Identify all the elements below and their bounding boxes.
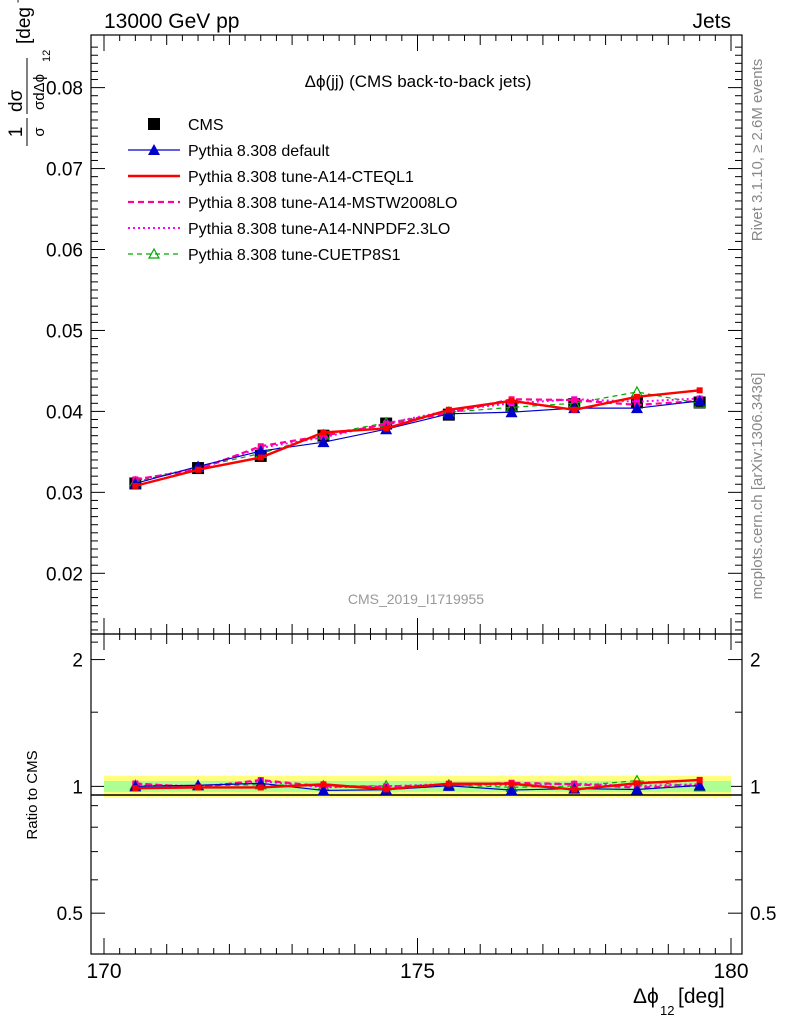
legend-label-nnpdf: Pythia 8.308 tune-A14-NNPDF2.3LO	[188, 221, 450, 238]
main-axis-ticks: 0.02 0.03 0.04 0.05 0.06 0.07 0.08	[46, 35, 742, 634]
ratio-line-default	[135, 782, 700, 792]
y-axis-label-main: 1 σ dσ σdΔϕ 12 [deg -1 ]	[6, 0, 53, 146]
data-point-default	[630, 402, 643, 414]
y-tick-label: 0.08	[46, 79, 83, 100]
y-label-subscript: 12	[41, 50, 53, 62]
y-tick-label: 0.03	[46, 483, 83, 504]
ratio-line-cteql1	[135, 778, 700, 791]
data-point-cteql1	[571, 406, 578, 413]
data-point-cteql1	[445, 406, 452, 413]
ratio-point-cteql1	[257, 784, 264, 791]
y-label-unit: [deg	[14, 7, 35, 44]
data-point-default	[442, 407, 455, 419]
series-line-mstw	[135, 398, 700, 481]
legend-marker-default	[148, 144, 160, 155]
series-line-default	[135, 400, 700, 485]
data-point-cteql1	[195, 466, 202, 473]
legend: CMS Pythia 8.308 default Pythia 8.308 tune…	[128, 117, 457, 264]
legend-label-cteql1: Pythia 8.308 tune-A14-CTEQL1	[188, 169, 414, 186]
data-point-mstw	[571, 397, 578, 404]
y-tick-label: 0.02	[46, 564, 83, 585]
x-tick-label: 175	[400, 960, 435, 983]
ratio-point-cteql1	[320, 781, 327, 788]
data-point-cteql1	[633, 393, 640, 400]
series-line-cteql1	[135, 389, 700, 488]
data-point-cteql1	[257, 454, 264, 461]
ratio-point-default	[630, 783, 643, 795]
data-point-cteql1	[508, 397, 515, 404]
data-point-cteql1	[383, 425, 390, 432]
ratio-y-tick-label: 0.5	[57, 904, 83, 925]
y-tick-label: 0.04	[46, 402, 83, 423]
ratio-panel-frame	[90, 633, 743, 955]
header-energy: 13000 GeV pp	[104, 10, 239, 33]
legend-label-mstw: Pythia 8.308 tune-A14-MSTW2008LO	[188, 195, 457, 212]
ratio-point-cteql1	[571, 786, 578, 793]
ratio-y-tick-label-right: 1	[750, 777, 761, 798]
data-point-cteql1	[320, 429, 327, 436]
data-point-cteql1	[132, 482, 139, 489]
rivet-version-text: Rivet 3.1.10, ≥ 2.6M events	[749, 59, 766, 242]
legend-label-cms: CMS	[188, 117, 224, 134]
y-label-sigma: σ	[31, 127, 48, 137]
y-axis-label-ratio: Ratio to CMS	[24, 750, 41, 839]
ratio-point-default	[505, 784, 518, 796]
ratio-point-cteql1	[445, 780, 452, 787]
data-point-default	[317, 436, 330, 448]
ratio-point-cteql1	[696, 776, 703, 783]
data-point-nnpdf	[633, 398, 640, 405]
x-label-main: Δϕ	[633, 985, 659, 1008]
ratio-point-default	[693, 779, 706, 791]
data-point-default	[254, 445, 267, 457]
y-label-denominator: σdΔϕ	[31, 74, 48, 110]
y-label-prefix: 1	[6, 127, 27, 138]
legend-marker-cms	[148, 118, 160, 130]
ratio-point-cteql1	[383, 786, 390, 793]
x-tick-label: 170	[86, 960, 121, 983]
data-point-default	[693, 394, 706, 406]
ratio-axis-ticks: 170 175 180 0.5 0.5 1 1 2 2	[57, 634, 776, 983]
y-label-exponent: -1	[10, 0, 24, 3]
series-line-cuetp8s1	[135, 391, 700, 483]
ratio-y-tick-label-right: 2	[750, 651, 761, 672]
data-point-default	[505, 406, 518, 418]
legend-label-default: Pythia 8.308 default	[188, 143, 330, 160]
plot-title: Δϕ(jj) (CMS back-to-back jets)	[305, 72, 532, 91]
analysis-id: CMS_2019_I1719955	[348, 591, 484, 607]
ratio-point-default	[317, 784, 330, 796]
ratio-point-cteql1	[508, 780, 515, 787]
y-tick-label: 0.07	[46, 160, 83, 181]
ratio-point-cteql1	[633, 780, 640, 787]
y-label-dsigma: dσ	[6, 89, 27, 112]
ratio-series-group	[129, 774, 706, 796]
header-category: Jets	[692, 10, 731, 33]
x-axis-label: Δϕ 12 [deg]	[633, 985, 725, 1018]
series-line-nnpdf	[135, 397, 700, 482]
x-label-subscript: 12	[660, 1003, 674, 1018]
ratio-y-tick-label: 1	[72, 777, 83, 798]
mcplots-text: mcplots.cern.ch [arXiv:1306.3436]	[749, 373, 766, 600]
data-point-cteql1	[696, 387, 703, 394]
ratio-point-cteql1	[132, 785, 139, 792]
legend-label-cuetp8s1: Pythia 8.308 tune-CUETP8S1	[188, 247, 401, 264]
x-label-unit: [deg]	[678, 985, 725, 1008]
x-tick-label: 180	[713, 960, 748, 983]
main-series-group	[129, 385, 706, 490]
legend-marker-cuetp8s1	[147, 247, 161, 259]
ratio-y-tick-label-right: 0.5	[750, 904, 776, 925]
ratio-point-cteql1	[195, 784, 202, 791]
y-tick-label: 0.06	[46, 241, 83, 262]
data-point-mstw	[320, 432, 327, 439]
ratio-y-tick-label: 2	[72, 651, 83, 672]
y-tick-label: 0.05	[46, 321, 83, 342]
